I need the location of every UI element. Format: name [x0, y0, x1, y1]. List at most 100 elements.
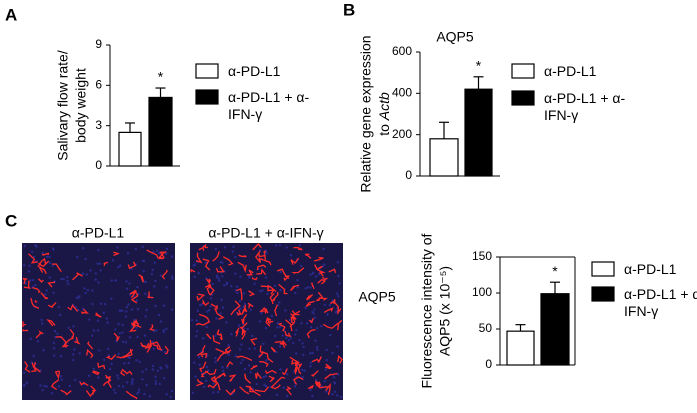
y-tick-label: 0	[485, 357, 492, 371]
nucleus	[84, 291, 87, 295]
stain-signal	[241, 328, 246, 340]
nucleus	[325, 348, 328, 352]
stain-signal	[149, 324, 155, 331]
nucleus	[127, 361, 130, 365]
nucleus	[249, 371, 252, 374]
nucleus	[121, 309, 124, 312]
stain-signal	[55, 336, 67, 348]
nucleus	[263, 383, 266, 386]
stain-signal	[50, 379, 60, 391]
stain-signal	[215, 348, 227, 355]
y-tick-label: 9	[95, 37, 102, 51]
stain-signal	[22, 277, 28, 285]
stain-signal	[215, 266, 225, 273]
nucleus	[137, 388, 141, 391]
nucleus	[325, 358, 329, 362]
nucleus	[97, 248, 100, 252]
nucleus	[84, 257, 87, 261]
nucleus	[126, 381, 129, 384]
nucleus	[52, 291, 55, 294]
legend-label: α-PD-L1 + α-IFN-γ	[544, 90, 626, 123]
nucleus	[29, 279, 32, 282]
y-tick-label: 100	[472, 285, 492, 299]
stain-signal	[270, 376, 286, 389]
nucleus	[75, 296, 78, 299]
nucleus	[60, 378, 63, 382]
nucleus	[238, 348, 242, 351]
bar	[118, 131, 142, 167]
nucleus	[141, 378, 144, 381]
nucleus	[238, 300, 242, 303]
stain-signal	[207, 283, 215, 296]
stain-signal	[226, 361, 234, 368]
stain-signal	[60, 389, 72, 396]
nucleus	[309, 286, 312, 289]
stain-signal	[219, 333, 223, 341]
nucleus	[157, 251, 161, 255]
stain-signal	[129, 324, 142, 332]
nucleus	[118, 264, 122, 267]
nucleus	[85, 273, 88, 276]
bar	[540, 293, 570, 366]
y-tick-label: 0	[405, 168, 412, 182]
nucleus	[135, 326, 138, 330]
nucleus	[154, 375, 157, 378]
stain-signal	[307, 384, 314, 390]
stain-signal	[41, 252, 50, 256]
stain-signal	[259, 306, 268, 313]
stain-signal	[269, 292, 275, 305]
nucleus	[253, 282, 256, 286]
nucleus	[311, 351, 314, 355]
nucleus	[276, 321, 280, 325]
nucleus	[285, 246, 288, 249]
legend-swatch	[591, 286, 615, 302]
y-tick-label: 0	[95, 158, 102, 172]
nucleus	[234, 272, 237, 275]
nucleus	[196, 309, 200, 313]
nucleus	[275, 326, 279, 329]
nucleus	[136, 307, 140, 311]
stain-signal	[294, 365, 299, 376]
nucleus	[155, 249, 159, 252]
nucleus	[259, 289, 262, 293]
stain-signal	[47, 302, 57, 309]
nucleus	[239, 307, 242, 310]
stain-signal	[284, 330, 292, 338]
nucleus	[275, 350, 278, 354]
nucleus	[23, 383, 26, 386]
nucleus	[153, 261, 156, 264]
nucleus	[151, 368, 155, 371]
stain-signal	[248, 290, 255, 297]
stain-signal	[293, 376, 304, 385]
nucleus	[195, 319, 198, 322]
nucleus	[265, 359, 268, 362]
stain-signal	[238, 254, 247, 258]
nucleus	[127, 303, 130, 306]
stain-signal	[337, 319, 343, 331]
stain-signal	[195, 321, 210, 326]
nucleus	[135, 299, 139, 302]
nucleus	[117, 352, 120, 356]
stain-signal	[324, 363, 332, 370]
nucleus	[279, 270, 282, 274]
nucleus	[87, 374, 91, 378]
nucleus	[158, 382, 162, 386]
stain-signal	[67, 304, 79, 312]
stain-signal	[324, 372, 338, 380]
stain-signal	[214, 307, 225, 320]
nucleus	[30, 250, 34, 253]
bar	[429, 138, 459, 177]
nucleus	[305, 322, 309, 325]
nucleus	[159, 274, 163, 277]
nucleus	[291, 341, 295, 345]
stain-signal	[103, 261, 109, 266]
stain-signal	[293, 246, 303, 251]
nucleus	[154, 380, 158, 383]
nucleus	[144, 368, 148, 371]
stain-signal	[268, 375, 275, 383]
stain-signal	[47, 281, 56, 288]
nucleus	[165, 327, 168, 331]
nucleus	[116, 374, 119, 377]
nucleus	[103, 303, 107, 306]
